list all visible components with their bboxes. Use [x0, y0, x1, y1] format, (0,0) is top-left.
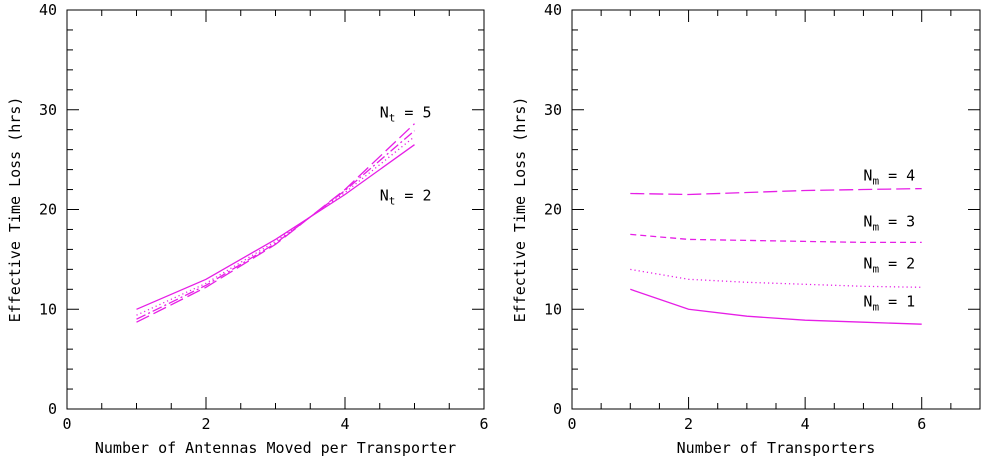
series-line-4 [630, 187, 922, 196]
y-tick-label: 40 [544, 1, 562, 19]
series-annotation-2: Nt = 2 [380, 187, 432, 208]
series-annotation-4: Nm = 1 [863, 292, 915, 313]
y-tick-label: 10 [544, 300, 562, 318]
series-annotation-3: Nm = 2 [863, 254, 915, 275]
y-tick-label: 0 [48, 400, 57, 418]
series-annotation-1: Nm = 4 [863, 167, 915, 188]
x-axis-label: Number of Antennas Moved per Transporter [95, 439, 456, 457]
y-tick-label: 20 [39, 201, 57, 219]
x-tick-label: 6 [917, 415, 926, 433]
y-tick-label: 0 [553, 400, 562, 418]
x-tick-label: 0 [62, 415, 71, 433]
series-line-2 [136, 136, 415, 316]
plot-frame [571, 9, 981, 410]
x-tick-label: 4 [340, 415, 349, 433]
plot-frame [66, 9, 485, 410]
y-tick-label: 30 [39, 101, 57, 119]
series-line-3 [136, 130, 415, 320]
series-line-1 [630, 288, 922, 325]
x-axis-label: Number of Transporters [677, 439, 876, 457]
series-line-1 [136, 144, 415, 310]
x-tick-label: 2 [201, 415, 210, 433]
y-tick-label: 30 [544, 101, 562, 119]
series-annotation-1: Nt = 5 [380, 104, 432, 125]
right-panel: 0 2 4 6 0 10 20 30 40 Number of Transporters Effec… [511, 1, 981, 457]
y-axis-label: Effective Time Loss (hrs) [6, 97, 24, 323]
y-tick-label: 20 [544, 201, 562, 219]
left-panel: 0 2 4 6 0 10 20 30 40 Number of Antennas Moved pe… [6, 1, 489, 457]
x-tick-label: 4 [801, 415, 810, 433]
x-tick-label: 6 [479, 415, 488, 433]
series-line-4 [136, 123, 415, 323]
y-tick-label: 10 [39, 300, 57, 318]
x-tick-label: 0 [567, 415, 576, 433]
y-axis-label: Effective Time Loss (hrs) [511, 97, 529, 323]
series-line-3 [630, 233, 922, 244]
x-tick-label: 2 [684, 415, 693, 433]
series-line-2 [630, 268, 922, 288]
y-tick-label: 40 [39, 1, 57, 19]
series-annotation-2: Nm = 3 [863, 212, 915, 233]
